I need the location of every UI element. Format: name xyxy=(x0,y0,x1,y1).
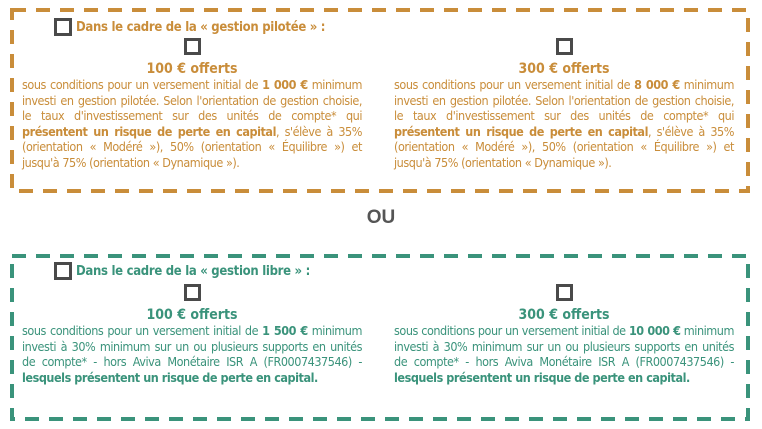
emphasis-text: 1 000 € xyxy=(262,77,308,92)
dashed-border xyxy=(10,254,750,421)
emphasis-text: lesquels présentent un risque de perte e… xyxy=(394,369,690,385)
condition-text: sous conditions pour un versement initia… xyxy=(394,323,629,338)
gestion-libre-checkbox[interactable] xyxy=(54,262,72,280)
condition-text: minimum investi à 30% minimum sur un ou … xyxy=(394,323,734,369)
condition-text: minimum investi en gestion pilotée. Selo… xyxy=(22,77,362,123)
offer-conditions: sous conditions pour un versement initia… xyxy=(394,77,734,170)
offer-conditions: sous conditions pour un versement initia… xyxy=(22,323,362,385)
emphasis-text: présentent un risque de perte en capital xyxy=(22,123,276,139)
gestion-pilotee-box: Dans le cadre de la « gestion pilotée » … xyxy=(10,8,750,193)
condition-text: sous conditions pour un versement initia… xyxy=(22,77,263,92)
condition-text: , s'élève à 35% (orientation « Modéré »)… xyxy=(394,123,734,170)
offer-amount: 100 € offerts xyxy=(146,61,238,77)
emphasis-text: 1 500 € xyxy=(262,323,308,338)
gestion-pilotee-option[interactable]: Dans le cadre de la « gestion pilotée » … xyxy=(54,18,325,36)
separator-ou: OU xyxy=(366,207,396,228)
condition-text: sous conditions pour un versement initia… xyxy=(22,323,263,338)
offer-amount: 300 € offerts xyxy=(518,307,610,323)
condition-text: minimum investi à 30% minimum sur un ou … xyxy=(22,323,362,369)
emphasis-text: présentent un risque de perte en capital xyxy=(394,123,648,139)
offer: 300 € offerts sous conditions pour un ve… xyxy=(394,38,734,170)
gestion-libre-box: Dans le cadre de la « gestion libre » : … xyxy=(10,254,750,421)
offer-amount: 300 € offerts xyxy=(518,61,610,77)
offer-amount: 100 € offerts xyxy=(146,307,238,323)
offer-checkbox[interactable] xyxy=(183,38,201,55)
offer-checkbox[interactable] xyxy=(555,284,573,301)
offer: 100 € offerts sous conditions pour un ve… xyxy=(22,38,362,170)
offer: 300 € offerts sous conditions pour un ve… xyxy=(394,284,734,385)
gestion-pilotee-checkbox[interactable] xyxy=(54,18,72,36)
emphasis-text: 10 000 € xyxy=(628,323,681,338)
condition-text: minimum investi en gestion pilotée. Selo… xyxy=(394,77,734,123)
condition-text: sous conditions pour un versement initia… xyxy=(394,77,635,92)
emphasis-text: 8 000 € xyxy=(634,77,680,92)
offer-conditions: sous conditions pour un versement initia… xyxy=(22,77,362,170)
dashed-border xyxy=(10,8,750,193)
offer-checkbox[interactable] xyxy=(555,38,573,55)
offer: 100 € offerts sous conditions pour un ve… xyxy=(22,284,362,385)
offer-checkbox[interactable] xyxy=(183,284,201,301)
gestion-libre-option[interactable]: Dans le cadre de la « gestion libre » : xyxy=(54,262,310,280)
gestion-pilotee-heading: Dans le cadre de la « gestion pilotée » … xyxy=(76,19,326,35)
condition-text: , s'élève à 35% (orientation « Modéré »)… xyxy=(22,123,362,170)
offer-conditions: sous conditions pour un versement initia… xyxy=(394,323,734,385)
gestion-libre-heading: Dans le cadre de la « gestion libre » : xyxy=(76,263,310,279)
emphasis-text: lesquels présentent un risque de perte e… xyxy=(22,369,318,385)
